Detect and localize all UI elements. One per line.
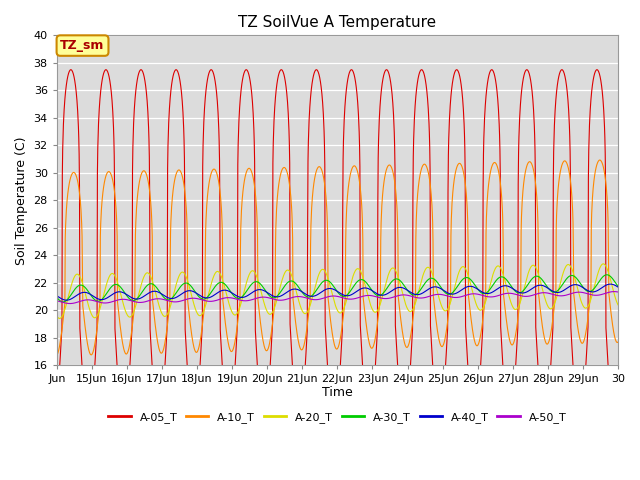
A-30_T	[603, 272, 611, 277]
Text: TZ_sm: TZ_sm	[60, 39, 105, 52]
A-50_T	[614, 289, 622, 295]
A-30_T	[141, 285, 148, 291]
A-20_T	[470, 294, 478, 300]
Y-axis label: Soil Temperature (C): Soil Temperature (C)	[15, 136, 28, 264]
A-50_T	[607, 289, 615, 295]
A-10_T	[470, 334, 477, 339]
Title: TZ SoilVue A Temperature: TZ SoilVue A Temperature	[238, 15, 436, 30]
A-20_T	[552, 296, 560, 301]
A-20_T	[323, 273, 331, 278]
A-10_T	[552, 289, 560, 295]
Legend: A-05_T, A-10_T, A-20_T, A-30_T, A-40_T, A-50_T: A-05_T, A-10_T, A-20_T, A-30_T, A-40_T, …	[104, 407, 571, 427]
A-20_T	[141, 272, 148, 277]
A-10_T	[312, 169, 320, 175]
A-30_T	[53, 294, 61, 300]
A-20_T	[614, 302, 622, 308]
A-20_T	[53, 313, 61, 319]
A-30_T	[614, 283, 622, 289]
A-40_T	[63, 297, 70, 303]
A-30_T	[552, 289, 560, 295]
A-50_T	[470, 291, 478, 297]
A-30_T	[323, 277, 331, 283]
A-50_T	[323, 294, 331, 300]
Line: A-10_T: A-10_T	[57, 160, 618, 355]
A-40_T	[312, 292, 320, 298]
A-05_T	[607, 408, 615, 414]
A-30_T	[470, 281, 478, 287]
A-30_T	[607, 275, 615, 280]
A-40_T	[607, 281, 615, 287]
A-20_T	[600, 261, 607, 267]
A-30_T	[60, 299, 67, 305]
A-10_T	[614, 339, 622, 345]
A-50_T	[312, 297, 320, 302]
A-40_T	[53, 293, 61, 299]
A-20_T	[56, 315, 63, 321]
A-05_T	[313, 67, 321, 72]
A-05_T	[141, 76, 148, 82]
A-10_T	[141, 168, 148, 174]
A-10_T	[607, 311, 615, 316]
Line: A-50_T: A-50_T	[57, 291, 618, 303]
A-40_T	[607, 281, 614, 287]
A-10_T	[323, 204, 330, 209]
A-05_T	[553, 89, 561, 95]
A-10_T	[596, 157, 604, 163]
A-40_T	[552, 289, 560, 295]
Line: A-40_T: A-40_T	[57, 284, 618, 300]
Line: A-30_T: A-30_T	[57, 275, 618, 302]
A-05_T	[470, 423, 478, 429]
A-20_T	[312, 279, 320, 285]
A-50_T	[552, 292, 560, 298]
A-50_T	[610, 288, 618, 294]
A-40_T	[323, 286, 331, 292]
A-50_T	[53, 298, 61, 304]
A-50_T	[66, 300, 74, 306]
A-05_T	[324, 360, 332, 366]
A-05_T	[278, 67, 285, 72]
X-axis label: Time: Time	[322, 386, 353, 399]
Line: A-20_T: A-20_T	[57, 264, 618, 318]
A-05_T	[614, 404, 622, 409]
A-10_T	[53, 352, 61, 358]
A-40_T	[614, 284, 622, 290]
A-50_T	[141, 299, 148, 305]
A-40_T	[470, 284, 478, 290]
A-05_T	[53, 404, 61, 409]
A-30_T	[312, 288, 320, 293]
A-20_T	[607, 280, 615, 286]
A-05_T	[260, 423, 268, 429]
Line: A-05_T: A-05_T	[57, 70, 618, 426]
A-40_T	[141, 293, 148, 299]
